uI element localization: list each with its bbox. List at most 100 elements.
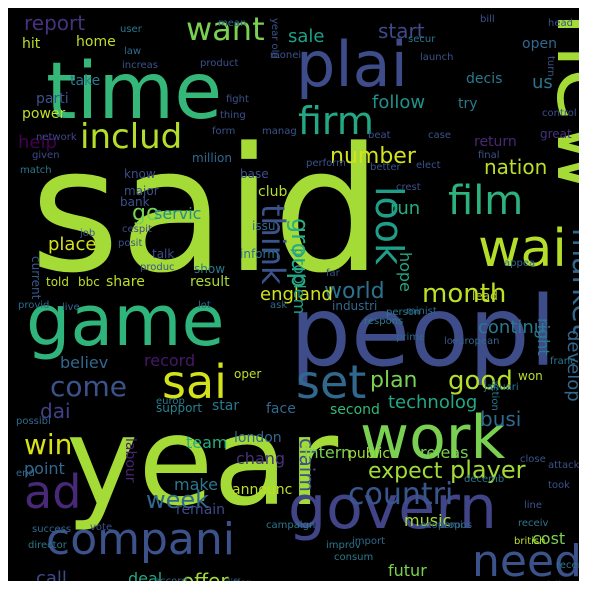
cloud-word: sai	[162, 355, 227, 409]
cloud-word: follow	[372, 92, 425, 113]
cloud-word: home	[76, 34, 116, 50]
cloud-word: us	[532, 72, 553, 93]
cloud-word: claim	[295, 438, 319, 492]
cloud-word: compani	[46, 514, 235, 565]
cloud-word: propos	[438, 520, 472, 531]
cloud-word: second	[330, 402, 380, 418]
cloud-word: elect	[416, 160, 441, 171]
cloud-word: bank	[120, 195, 150, 209]
cloud-word: said	[30, 110, 382, 311]
cloud-word: british	[514, 536, 545, 547]
cloud-word: increas	[122, 60, 158, 71]
cloud-word: cost	[532, 529, 565, 548]
cloud-word: great	[540, 127, 572, 141]
cloud-word: beat	[368, 130, 391, 141]
cloud-word: plai	[296, 28, 408, 101]
cloud-word: team	[186, 433, 228, 452]
cloud-word: lot	[198, 300, 211, 311]
cloud-word: market	[565, 228, 579, 335]
cloud-word: look	[367, 186, 411, 265]
cloud-word: network	[36, 132, 77, 143]
cloud-word: minist	[406, 306, 437, 317]
cloud-word: posit	[118, 238, 142, 249]
cloud-word: countri	[348, 477, 453, 512]
cloud-word: fight	[226, 94, 249, 105]
cloud-word: public	[348, 446, 390, 462]
cloud-word: better	[370, 162, 401, 173]
cloud-word: consum	[334, 552, 373, 563]
cloud-word: improv	[326, 540, 361, 551]
cloud-word: year	[66, 391, 339, 533]
cloud-word: lost	[444, 336, 462, 347]
cloud-word: offer	[182, 569, 229, 581]
cloud-word: mean	[218, 18, 246, 29]
cloud-word: receiv	[518, 518, 548, 529]
cloud-word: star	[212, 398, 239, 414]
cloud-word: produc	[140, 262, 175, 273]
cloud-word: point	[24, 459, 65, 478]
cloud-word: provid	[18, 300, 49, 311]
cloud-word: respons	[364, 316, 403, 327]
cloud-word: bbc	[78, 275, 100, 289]
cloud-word: place	[48, 234, 96, 255]
cloud-word: record	[144, 351, 195, 370]
cloud-word: recent	[556, 560, 579, 571]
cloud-word: power	[22, 106, 66, 122]
cloud-word: govern	[288, 473, 497, 543]
cloud-word: decemb	[464, 474, 504, 485]
cloud-word: januari	[483, 382, 519, 393]
cloud-word: develop	[563, 330, 579, 402]
cloud-word: labour	[122, 438, 138, 483]
cloud-word: music	[404, 511, 451, 530]
cloud-word: support	[156, 401, 202, 415]
cloud-word: thing	[220, 110, 246, 121]
cloud-word: accord	[154, 576, 188, 581]
cloud-word: know	[124, 167, 156, 181]
cloud-word: attack	[548, 460, 579, 471]
cloud-word: share	[106, 274, 145, 290]
cloud-word: given	[32, 150, 60, 161]
cloud-word: current	[29, 256, 43, 300]
cloud-word: differ	[224, 578, 251, 581]
cloud-word: intern	[304, 443, 351, 462]
cloud-word: year old	[269, 18, 280, 59]
cloud-word: told	[46, 275, 69, 289]
cloud-word: take	[70, 73, 100, 89]
cloud-word: hit	[22, 36, 41, 52]
cloud-word: ask	[270, 300, 287, 311]
cloud-word: chang	[236, 449, 285, 468]
cloud-word: close	[520, 454, 546, 465]
cloud-word: remain	[176, 502, 225, 518]
cloud-word: make	[174, 475, 218, 494]
cloud-word: final	[478, 150, 500, 161]
cloud-word: expect	[368, 459, 443, 484]
cloud-word: live	[62, 302, 80, 313]
cloud-word: crest	[396, 182, 421, 193]
cloud-word: hope	[396, 252, 415, 292]
cloud-word: continu	[478, 317, 545, 338]
cloud-word: start	[378, 19, 425, 43]
cloud-word: come	[50, 370, 127, 403]
cloud-word: action	[489, 380, 500, 411]
cloud-word: help	[18, 132, 57, 153]
cloud-word: try	[458, 96, 478, 112]
cloud-word: european	[452, 336, 499, 347]
cloud-word: control	[542, 108, 577, 119]
cloud-word: work	[360, 403, 505, 473]
cloud-word: firm	[298, 99, 374, 143]
word-cloud: said year peopl game time new plai work govern co…	[8, 8, 579, 581]
cloud-word: face	[266, 401, 296, 417]
cloud-word: call	[36, 568, 67, 581]
cloud-word: show	[194, 262, 225, 276]
cloud-word: won	[518, 369, 543, 383]
cloud-word: major	[124, 184, 159, 198]
cloud-word: releas	[420, 443, 469, 462]
cloud-word: lead	[472, 289, 498, 303]
cloud-word: job	[79, 228, 95, 239]
cloud-word: return	[474, 134, 517, 150]
cloud-word: player	[450, 456, 526, 484]
cloud-word: believ	[60, 353, 108, 372]
cloud-word: club	[258, 184, 287, 200]
cloud-word: problem	[290, 248, 309, 314]
cloud-word: bill	[480, 14, 495, 25]
